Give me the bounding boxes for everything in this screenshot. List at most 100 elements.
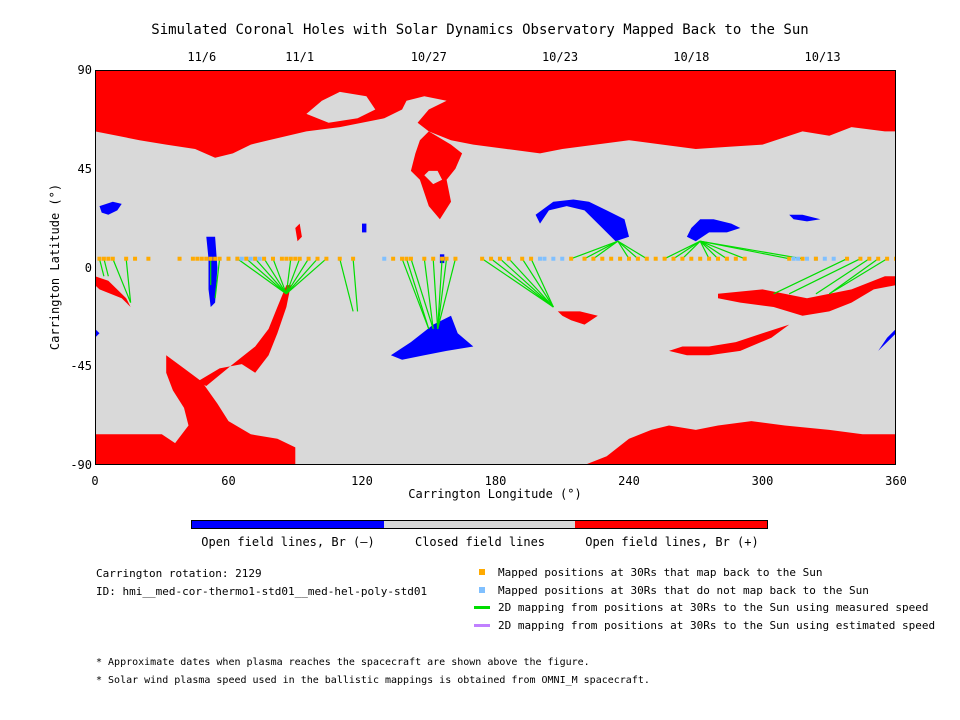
legend-unmapped-label: Mapped positions at 30Rs that do not map… <box>498 584 869 597</box>
mapped-point-59 <box>689 256 694 261</box>
y-tick-90: 90 <box>77 63 92 77</box>
x-axis-label: Carrington Longitude (°) <box>408 487 582 501</box>
mapped-point-56 <box>662 256 667 261</box>
mapped-point-24 <box>293 256 298 261</box>
x-tick-240: 240 <box>618 474 640 488</box>
mapped-point-0 <box>97 256 102 261</box>
mapped-point-70 <box>858 256 863 261</box>
mapping-line-25 <box>437 258 457 330</box>
x-tick-300: 300 <box>751 474 774 488</box>
date-label-3: 10/23 <box>541 50 579 64</box>
colorbar-positive <box>575 521 768 528</box>
north-island-1 <box>306 91 376 123</box>
mapping-line-7 <box>245 258 287 295</box>
mapping-line-9 <box>263 258 287 295</box>
y-tick--45: -45 <box>70 359 92 374</box>
mapped-point-21 <box>279 256 284 261</box>
west-north-small <box>99 201 122 215</box>
mapped-point-20 <box>271 256 275 261</box>
mapped-point-73 <box>885 256 890 261</box>
mapping-line-34 <box>593 240 619 260</box>
legend-unmapped-marker <box>479 587 485 593</box>
mapped-point-9 <box>195 256 200 261</box>
legend-estimated-label: 2D mapping from positions at 30Rs to the… <box>498 619 936 632</box>
model-id: ID: hmi__med-cor-thermo1-std01__med-hel-… <box>96 585 428 598</box>
north-polar-positive <box>95 70 896 158</box>
mapped-point-7 <box>177 256 182 261</box>
note-speed: * Solar wind plasma speed used in the ba… <box>96 675 650 686</box>
mapped-positions <box>97 256 896 261</box>
mapped-point-35 <box>422 256 427 261</box>
mapping-line-3 <box>125 258 132 303</box>
colorbar-closed <box>383 521 576 528</box>
mapped-point-32 <box>400 256 405 261</box>
mapping-line-29 <box>508 258 554 308</box>
south-triangle <box>390 315 474 360</box>
date-label-1: 11/1 <box>285 50 315 64</box>
mapped-point-1 <box>101 256 106 261</box>
mapping-line-21 <box>423 258 434 330</box>
mapping-line-17 <box>352 258 359 312</box>
mapped-point-27 <box>315 256 320 261</box>
vertical-band <box>206 236 218 307</box>
colorbar-label-closed: Closed field lines <box>414 535 546 549</box>
unmapped-point-13 <box>796 256 801 261</box>
mapped-point-40 <box>480 256 485 261</box>
mapping-line-14 <box>285 258 318 295</box>
mapping-line-38 <box>664 240 701 260</box>
x-tick-0: 0 <box>91 474 99 488</box>
mapping-line-5 <box>214 258 221 299</box>
negative-open-field-regions <box>95 199 896 360</box>
mapped-point-36 <box>431 256 436 261</box>
colorbar-negative <box>192 521 384 528</box>
mapping-line-6 <box>237 258 287 295</box>
west-edge-small <box>95 328 100 338</box>
north-island-2 <box>424 170 443 185</box>
mapped-point-60 <box>698 256 703 261</box>
mapped-point-58 <box>680 256 685 261</box>
north-wing-right <box>686 219 741 242</box>
mapping-line-46 <box>700 240 803 260</box>
y-tick--90: -90 <box>70 458 92 472</box>
mapping-line-23 <box>437 258 443 329</box>
east-south-small <box>878 328 896 351</box>
colorbar-label-positive: Open field lines, Br (+) <box>585 535 759 549</box>
y-tick-45: 45 <box>77 161 92 176</box>
mapped-point-12 <box>208 256 213 261</box>
unmapped-point-14 <box>805 256 809 261</box>
mapping-line-50 <box>828 258 879 295</box>
unmapped-point-8 <box>538 256 542 261</box>
unmapped-point-6 <box>257 256 262 261</box>
mapped-point-14 <box>217 256 222 261</box>
mapped-point-4 <box>124 256 129 261</box>
legend-measured-label: 2D mapping from positions at 30Rs to the… <box>498 601 929 614</box>
mapped-point-19 <box>262 256 267 261</box>
mapped-point-50 <box>609 256 614 261</box>
coronal-hole-map <box>95 70 896 465</box>
tiny-dot-a <box>362 223 367 233</box>
mapping-line-41 <box>699 240 710 259</box>
mapped-point-37 <box>440 256 445 261</box>
mapped-point-8 <box>190 256 195 261</box>
date-label-4: 10/18 <box>673 50 710 64</box>
mapped-point-13 <box>213 256 218 261</box>
mapped-point-11 <box>204 256 209 261</box>
mapped-point-66 <box>787 256 792 261</box>
mapped-point-54 <box>644 256 649 261</box>
mapping-line-22 <box>432 258 439 329</box>
east-south-flare <box>669 324 790 356</box>
mapping-line-49 <box>815 258 870 295</box>
north-east-patch <box>789 214 821 222</box>
x-tick-360: 360 <box>885 474 907 488</box>
x-tick-60: 60 <box>221 474 236 488</box>
south-west-positive <box>95 355 296 465</box>
mapped-point-31 <box>391 256 396 261</box>
mapping-line-27 <box>490 258 554 308</box>
legend-estimated-line <box>474 624 490 627</box>
mapped-point-34 <box>408 256 413 261</box>
mapped-point-10 <box>199 256 204 261</box>
mid-south-patch <box>557 311 598 325</box>
mapped-point-41 <box>489 256 494 261</box>
mapped-point-3 <box>110 256 115 261</box>
unmapped-point-10 <box>551 256 556 261</box>
